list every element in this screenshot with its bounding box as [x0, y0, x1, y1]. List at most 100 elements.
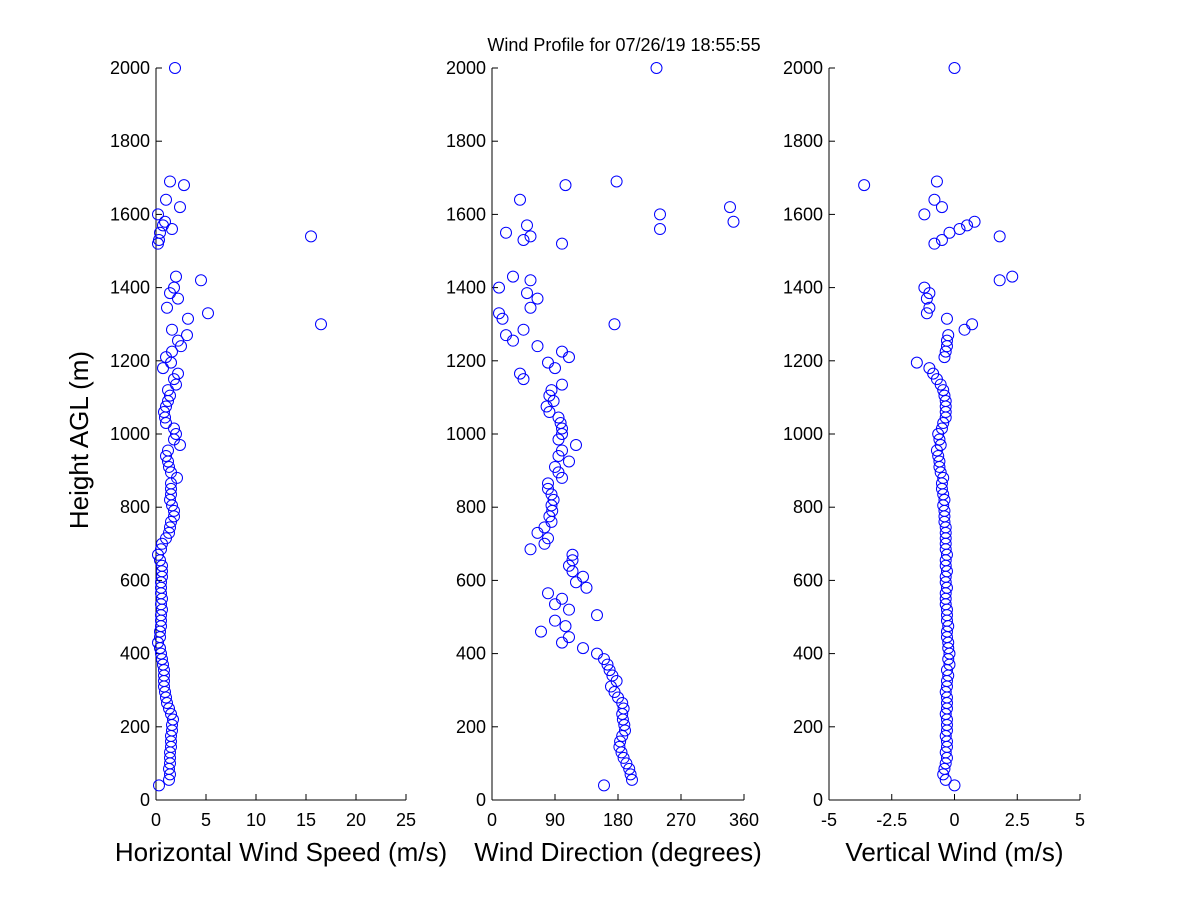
data-point-direction: [556, 237, 568, 250]
x-tick-label: 0: [151, 810, 161, 830]
data-point-speed: [170, 428, 182, 440]
data-point-direction: [554, 417, 567, 430]
data-point-vertical: [920, 292, 933, 305]
data-point-speed: [195, 274, 207, 287]
data-point-vertical: [993, 274, 1006, 287]
data-point-direction: [623, 762, 636, 775]
data-point-speed: [168, 504, 180, 517]
data-point-speed: [153, 779, 165, 792]
data-point-direction: [591, 609, 603, 622]
data-point-vertical: [953, 223, 966, 236]
data-point-vertical: [858, 179, 871, 192]
x-tick-label: -2.5: [876, 810, 907, 830]
figure-title: Wind Profile for 07/26/19 18:55:55: [487, 35, 760, 55]
data-point-speed: [165, 466, 177, 479]
data-point-speed: [164, 521, 176, 534]
data-point-direction: [542, 477, 554, 490]
x-axis-label-vertical: Vertical Wind (m/s): [845, 837, 1063, 867]
data-point-direction: [500, 329, 512, 342]
data-point-speed: [166, 345, 178, 358]
y-tick-label: 1400: [446, 278, 486, 298]
y-axis-label: Height AGL (m): [64, 351, 94, 529]
data-point-speed: [152, 548, 164, 561]
y-tick-label: 0: [140, 790, 150, 810]
data-point-vertical: [939, 395, 952, 408]
data-point-direction: [566, 554, 579, 567]
data-point-speed: [152, 208, 164, 221]
data-point-speed: [165, 515, 177, 528]
x-tick-label: 5: [1075, 810, 1085, 830]
data-point-speed: [170, 270, 182, 283]
data-point-direction: [507, 334, 519, 347]
data-point-speed: [172, 334, 184, 347]
data-point-direction: [507, 270, 519, 283]
data-point-direction: [580, 581, 593, 594]
y-tick-label: 2000: [783, 58, 823, 78]
y-tick-label: 1400: [783, 278, 823, 298]
data-point-direction: [549, 460, 561, 473]
data-point-vertical: [968, 215, 981, 228]
data-point-direction: [524, 230, 537, 243]
y-tick-label: 1200: [446, 351, 486, 371]
data-point-vertical: [918, 281, 931, 294]
data-point-vertical: [937, 768, 950, 781]
data-point-direction: [556, 422, 568, 435]
data-point-vertical: [933, 455, 946, 468]
x-tick-label: -5: [821, 810, 837, 830]
data-point-speed: [160, 193, 172, 206]
data-point-direction: [517, 234, 530, 247]
data-point-speed: [174, 201, 186, 214]
data-point-vertical: [966, 318, 979, 331]
data-point-direction: [620, 757, 633, 770]
data-point-speed: [164, 175, 176, 188]
data-point-direction: [559, 620, 572, 633]
data-point-vertical: [948, 62, 961, 74]
data-point-vertical: [940, 312, 953, 325]
data-point-direction: [626, 773, 638, 786]
data-point-direction: [563, 631, 575, 644]
y-tick-label: 200: [793, 717, 823, 737]
data-point-direction: [542, 532, 554, 545]
y-tick-label: 2000: [446, 58, 486, 78]
data-point-vertical: [958, 323, 971, 336]
y-tick-label: 1600: [783, 204, 823, 224]
y-tick-label: 400: [120, 644, 150, 664]
data-point-speed: [166, 323, 178, 336]
data-point-vertical: [910, 356, 923, 369]
data-point-direction: [617, 702, 630, 715]
subplot-speed: 0 200 400 600 800 1000 1200 1400 1600 1800 2000 0 5 1…: [110, 58, 447, 867]
data-point-direction: [549, 598, 561, 611]
y-tick-label: 1600: [110, 204, 150, 224]
subplot-vertical: 0 200 400 600 800 1000 1200 1400 1600 1800 2000 -5 -…: [783, 58, 1085, 867]
y-tick-label: 2000: [110, 58, 150, 78]
y-tick-label: 600: [120, 570, 150, 590]
x-tick-label: 90: [545, 810, 565, 830]
data-point-vertical: [938, 762, 951, 775]
data-point-direction: [556, 444, 568, 457]
data-point-direction: [613, 740, 626, 753]
data-point-direction: [614, 735, 627, 748]
data-point-vertical: [934, 438, 947, 451]
data-point-direction: [524, 301, 537, 314]
data-point-vertical: [937, 471, 950, 484]
data-point-direction: [563, 603, 575, 616]
data-point-direction: [556, 636, 568, 649]
x-tick-label: 5: [201, 810, 211, 830]
data-point-direction: [521, 287, 533, 300]
data-point-speed: [202, 307, 214, 320]
data-point-speed: [165, 707, 177, 720]
data-point-speed: [162, 384, 174, 397]
data-point-direction: [542, 587, 554, 600]
data-point-direction: [547, 493, 560, 506]
data-point-speed: [315, 318, 327, 331]
data-point-vertical: [1006, 270, 1019, 283]
data-point-vertical: [932, 449, 945, 462]
data-point-speed: [163, 702, 175, 715]
data-point-direction: [610, 175, 623, 188]
data-point-direction: [608, 318, 621, 331]
data-point-direction: [514, 367, 526, 380]
y-tick-label: 1800: [783, 131, 823, 151]
x-tick-label: 180: [603, 810, 633, 830]
data-point-direction: [524, 543, 537, 556]
data-point-speed: [152, 237, 164, 250]
